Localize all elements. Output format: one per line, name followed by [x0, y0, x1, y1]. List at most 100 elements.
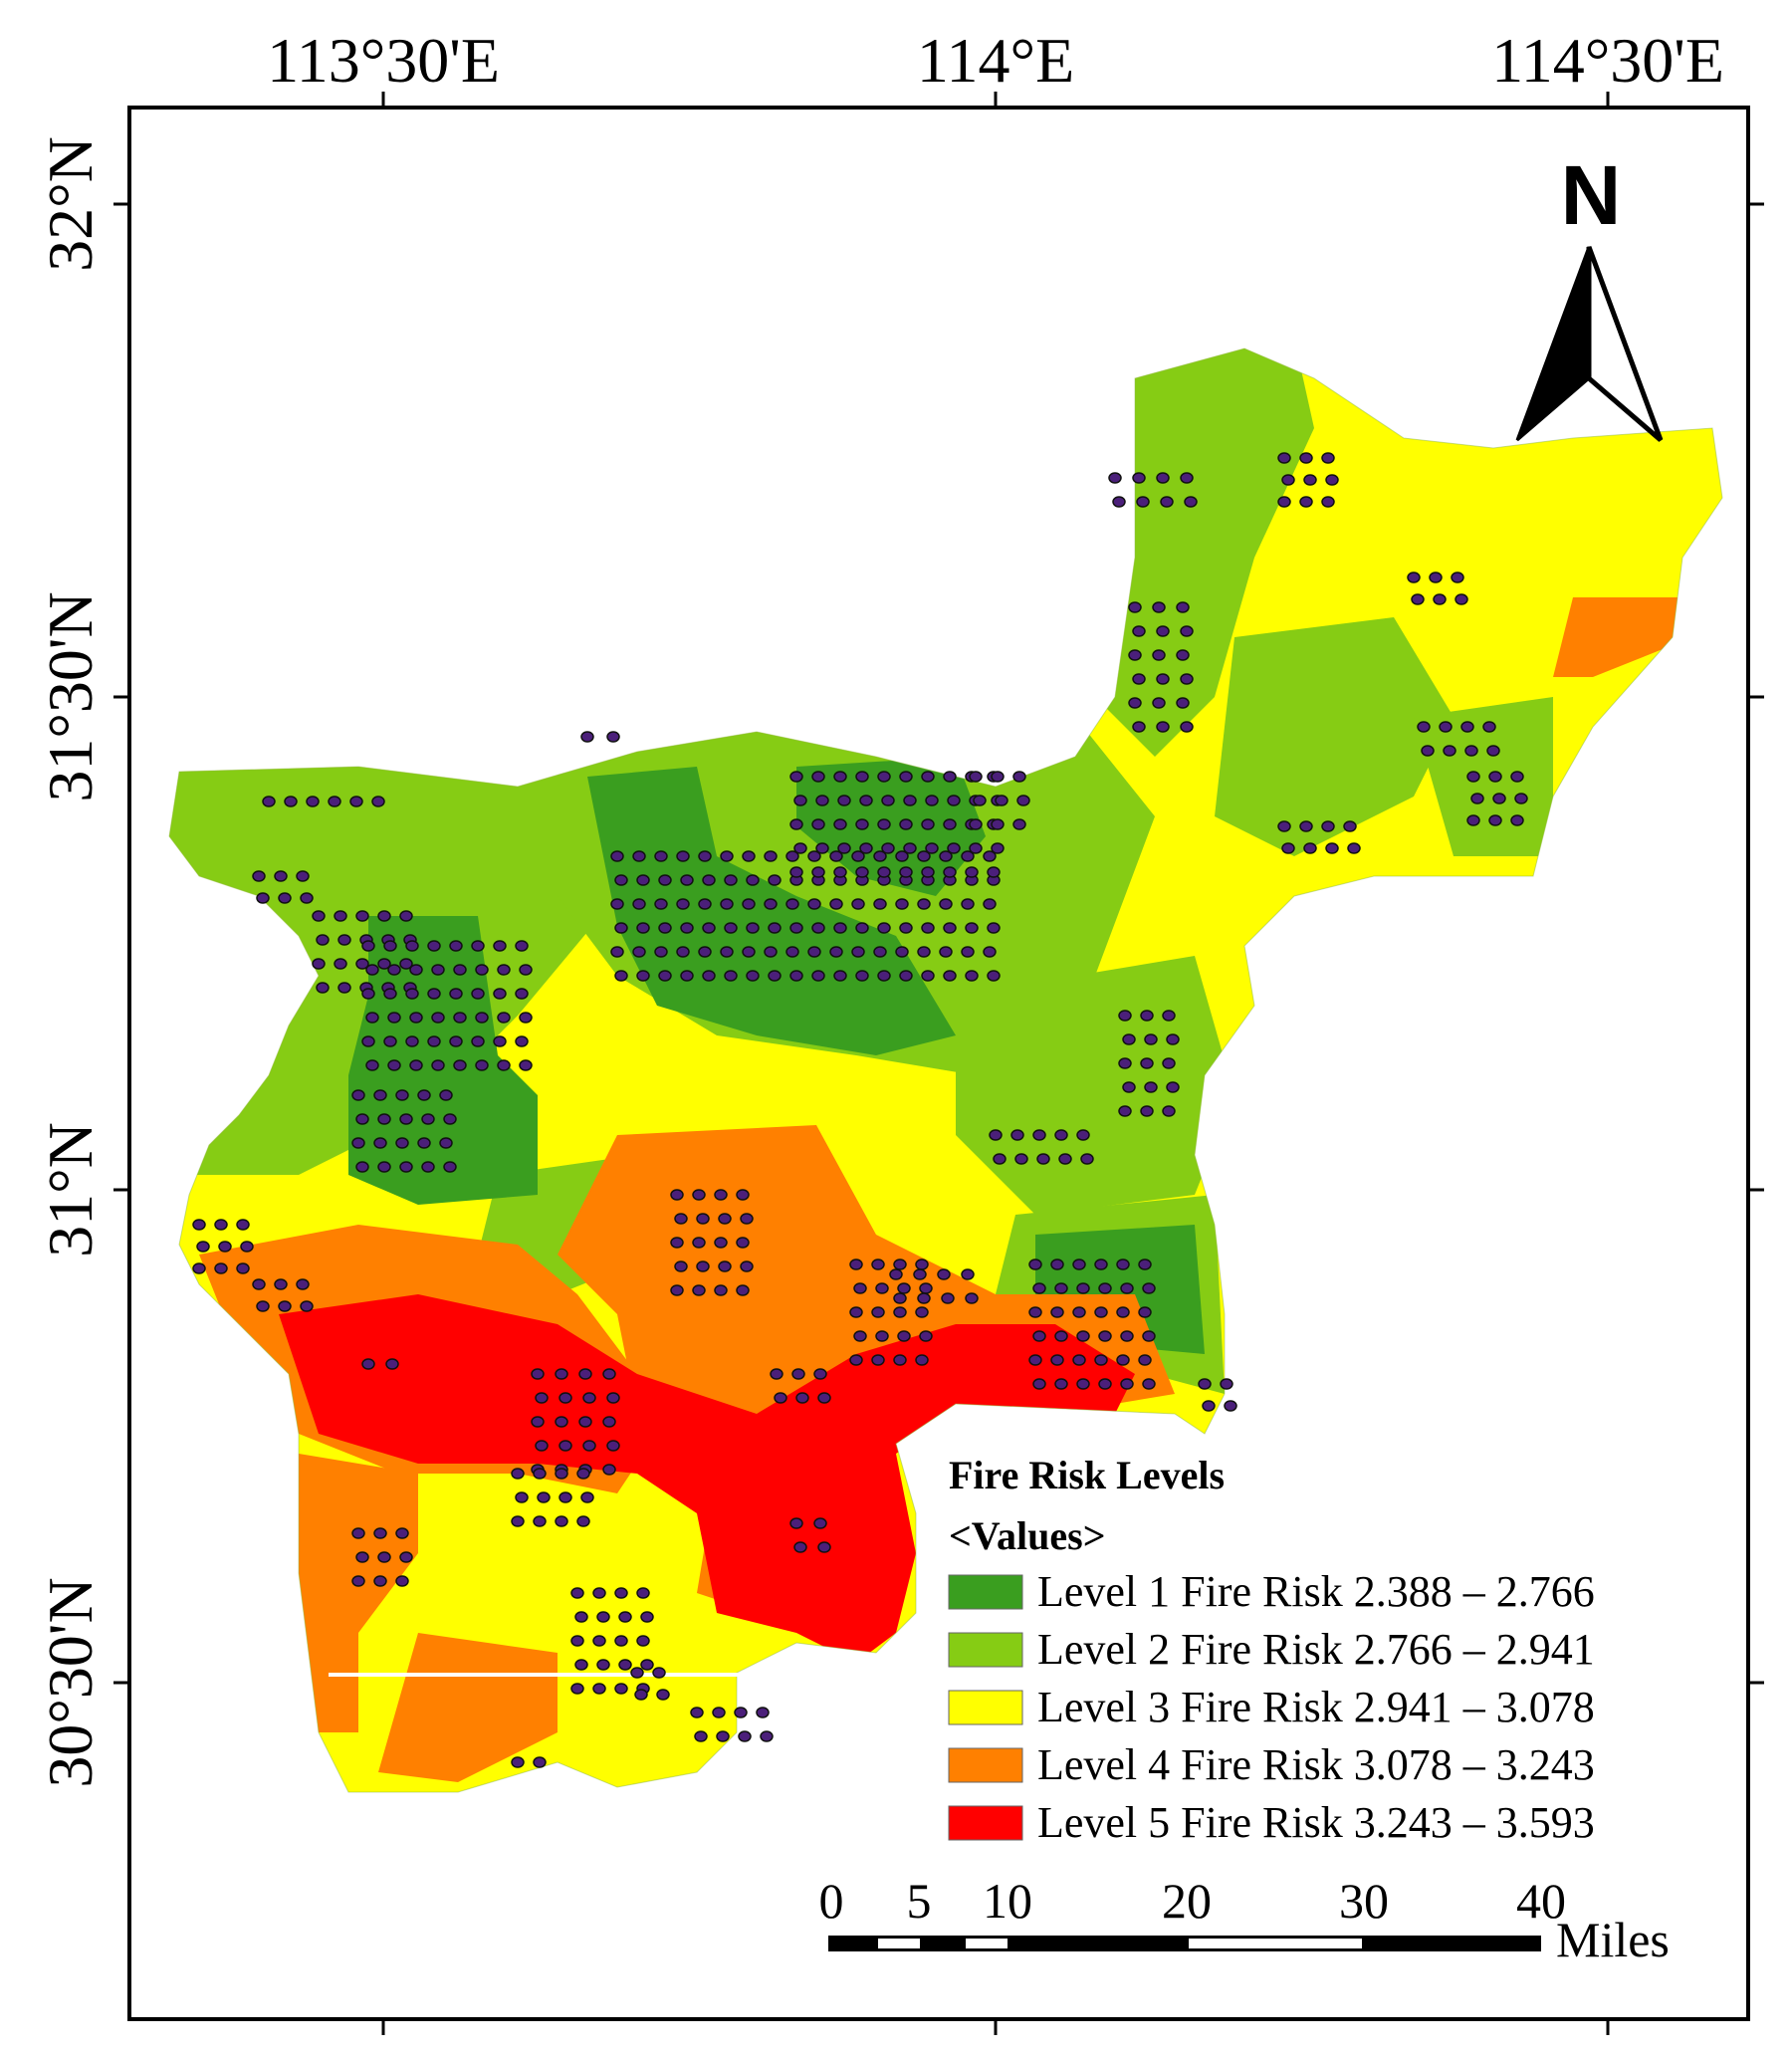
legend-swatch	[948, 1574, 1023, 1610]
fire-point	[399, 1551, 413, 1563]
fire-point	[987, 922, 1001, 934]
fire-point	[196, 1241, 210, 1253]
fire-point	[537, 1491, 551, 1503]
fire-point	[1072, 1306, 1086, 1318]
fire-point	[1054, 1282, 1068, 1294]
fire-point	[939, 946, 953, 958]
fire-point	[1140, 1010, 1154, 1022]
fire-point	[889, 1268, 903, 1280]
scale-bar: 0 5 10 20 30 40 Miles	[819, 1873, 1670, 1967]
fire-point	[1076, 1378, 1090, 1390]
fire-point	[582, 1392, 596, 1404]
fire-point	[493, 940, 507, 952]
level-2-zone	[956, 956, 1234, 1215]
fire-point	[453, 964, 467, 976]
fire-point	[1138, 1258, 1152, 1270]
fire-point	[881, 795, 895, 806]
fire-point	[1132, 721, 1146, 733]
fire-point	[1460, 721, 1474, 733]
fire-point	[654, 946, 668, 958]
fire-point	[596, 1659, 610, 1671]
fire-point	[991, 771, 1005, 783]
fire-point	[497, 1059, 511, 1071]
fire-point	[443, 1161, 457, 1173]
fire-point	[811, 970, 825, 982]
fire-point	[636, 1635, 650, 1647]
fire-point	[742, 946, 756, 958]
fire-point	[192, 1219, 206, 1231]
fire-point	[1162, 1010, 1176, 1022]
fire-point	[334, 910, 347, 922]
fire-point	[1303, 474, 1317, 486]
fire-point	[899, 922, 913, 934]
fire-point	[640, 1659, 654, 1671]
fire-point	[519, 1012, 533, 1024]
fire-point	[658, 970, 672, 982]
fire-point	[829, 850, 843, 862]
fire-point	[214, 1219, 228, 1231]
fire-point	[1140, 1105, 1154, 1117]
fire-point	[702, 970, 716, 982]
fire-point	[734, 1707, 748, 1718]
scale-tick-label: 30	[1339, 1873, 1389, 1929]
fire-point	[698, 850, 712, 862]
fire-point	[855, 771, 869, 783]
fire-point	[746, 922, 760, 934]
fire-point	[365, 1059, 379, 1071]
legend-swatch	[948, 1632, 1023, 1668]
fire-point	[377, 958, 391, 970]
fire-point	[355, 910, 369, 922]
fire-point	[1140, 1057, 1154, 1069]
latitude-label: 31°N	[35, 1122, 106, 1257]
fire-point	[555, 1468, 568, 1480]
fire-point	[789, 818, 803, 830]
fire-point	[316, 934, 330, 946]
fire-point	[961, 946, 975, 958]
fire-point	[395, 1575, 409, 1587]
fire-point	[306, 796, 320, 807]
fire-point	[533, 1515, 547, 1527]
fire-point	[1036, 1153, 1050, 1165]
fire-point	[1202, 1400, 1216, 1412]
fire-point	[296, 870, 310, 882]
fire-point	[1166, 1081, 1180, 1093]
graticule-ticks	[113, 92, 1764, 2035]
fire-point	[274, 1278, 288, 1290]
fire-point	[395, 1089, 409, 1101]
fire-point	[337, 934, 351, 946]
fire-point	[351, 1575, 365, 1587]
fire-point	[919, 1330, 933, 1342]
fire-point	[1122, 1081, 1136, 1093]
fire-point	[716, 1730, 730, 1742]
fire-point	[559, 1491, 572, 1503]
fire-point	[1277, 452, 1291, 464]
fire-point	[851, 850, 865, 862]
fire-point	[409, 1059, 423, 1071]
fire-point	[917, 898, 931, 910]
fire-point	[1417, 721, 1431, 733]
fire-point	[1028, 1306, 1042, 1318]
fire-point	[1116, 1306, 1130, 1318]
fire-point	[829, 946, 843, 958]
fire-point	[1054, 1129, 1068, 1141]
legend-item-label: Level 3 Fire Risk 2.941 – 3.078	[1037, 1683, 1595, 1731]
fire-point	[453, 1012, 467, 1024]
fire-point	[439, 1089, 453, 1101]
fire-point	[724, 874, 738, 886]
fire-point	[387, 1059, 401, 1071]
fire-point	[1277, 820, 1291, 832]
fire-point	[674, 1260, 688, 1272]
fire-point	[795, 1392, 809, 1404]
fire-point	[377, 1113, 391, 1125]
fire-point	[692, 1284, 706, 1296]
longitude-label: 114°30'E	[1491, 25, 1724, 96]
fire-point	[871, 1258, 885, 1270]
fire-point	[533, 1468, 547, 1480]
fire-point	[334, 958, 347, 970]
fire-point	[218, 1241, 232, 1253]
fire-point	[1325, 842, 1339, 854]
fire-point	[262, 796, 276, 807]
fire-point	[720, 898, 734, 910]
fire-point	[1054, 1378, 1068, 1390]
fire-point	[449, 940, 463, 952]
